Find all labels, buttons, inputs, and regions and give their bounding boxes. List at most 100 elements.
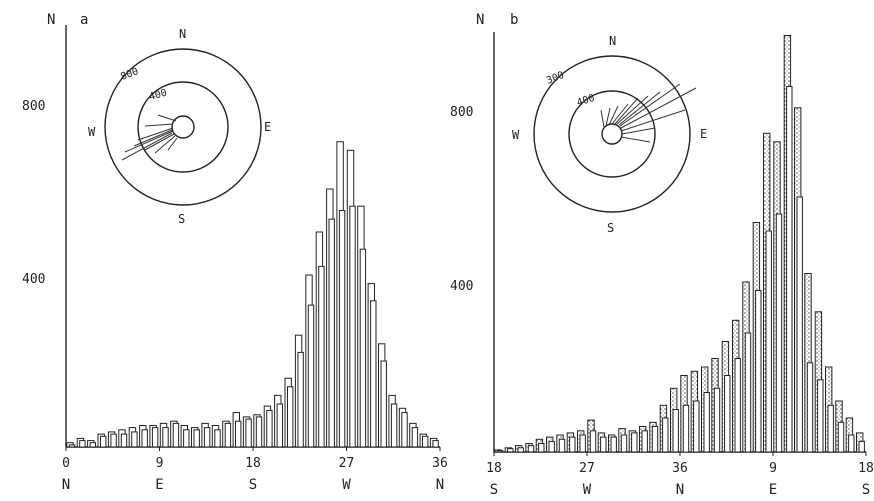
bar: [120, 433, 128, 448]
bar: [380, 360, 387, 448]
bar: [662, 417, 669, 453]
bar: [775, 213, 783, 453]
x-tick-labels: 0 N 9 E 18 S 27 W 36 N: [62, 447, 448, 493]
bar: [162, 427, 169, 448]
bar: [432, 440, 439, 448]
bar: [370, 300, 377, 448]
x-direction-label: E: [769, 482, 777, 498]
bar: [765, 230, 772, 453]
x-tick-label: 0: [62, 456, 70, 471]
bar: [682, 404, 690, 453]
bar: [817, 379, 824, 453]
compass-north: N: [609, 34, 616, 48]
bar: [827, 404, 834, 453]
x-direction-label: W: [342, 477, 351, 493]
bar: [724, 375, 731, 453]
x-direction-label: S: [862, 482, 870, 498]
x-direction-label: N: [62, 477, 70, 493]
bar: [183, 429, 190, 448]
bar: [848, 434, 855, 453]
rose-petals: [121, 114, 178, 161]
bar: [318, 265, 325, 448]
bar: [390, 403, 398, 448]
center-circle: [171, 115, 195, 139]
bar: [538, 443, 545, 453]
y-tick-label: 800: [22, 99, 45, 114]
bar: [713, 387, 721, 453]
x-direction-label: W: [583, 482, 592, 498]
bar: [517, 447, 524, 453]
bar: [68, 444, 76, 448]
bar: [672, 409, 679, 453]
bar: [569, 436, 576, 453]
bar: [110, 433, 117, 448]
bar: [193, 429, 200, 448]
bar: [744, 332, 752, 453]
bar: [806, 362, 814, 453]
bar: [703, 392, 710, 453]
bar: [349, 205, 356, 448]
bar: [276, 403, 284, 448]
x-tick-labels: 18 S 27 W 36 N 9 E 18 S: [486, 452, 874, 498]
bar: [579, 434, 586, 453]
bar: [338, 210, 346, 448]
compass-west: W: [88, 125, 96, 139]
compass-rose: N E S W 300 400: [512, 34, 707, 235]
bar: [589, 430, 597, 453]
x-tick-label: 27: [339, 456, 355, 471]
compass-east: E: [264, 120, 271, 134]
rose-petals: [600, 83, 697, 143]
ring-label: 800: [119, 66, 140, 83]
ring-label: 400: [148, 88, 168, 103]
x-tick-label: 18: [858, 461, 874, 476]
outer-ring: [104, 48, 262, 206]
x-direction-label: N: [436, 477, 444, 493]
compass-rose: N E S W 800 400: [88, 27, 271, 226]
y-axis-label: N: [476, 12, 484, 28]
inner-ring: [568, 90, 656, 178]
ring-label: 300: [545, 70, 566, 87]
bar: [527, 445, 535, 453]
bar: [151, 427, 159, 448]
x-tick-label: 27: [579, 461, 595, 476]
bar: [255, 416, 263, 448]
bar: [131, 431, 138, 448]
bar: [858, 440, 865, 453]
compass-south: S: [178, 212, 185, 226]
compass-north: N: [179, 27, 186, 41]
y-axis-label: N: [47, 12, 55, 28]
x-tick-label: 36: [432, 456, 448, 471]
bar: [631, 432, 638, 453]
bar: [214, 429, 221, 448]
bar: [755, 290, 762, 453]
bar: [496, 450, 504, 453]
bar: [266, 409, 273, 448]
bar: [548, 440, 555, 453]
bar: [651, 426, 659, 453]
x-direction-label: N: [676, 482, 684, 498]
panel-a: N a 400 800 0 N 9 E 18 S 27 W 36 N N E: [22, 12, 448, 493]
bar: [641, 430, 648, 453]
bar: [89, 442, 96, 448]
bar: [328, 218, 335, 448]
compass-south: S: [607, 221, 614, 235]
bar-series: [494, 35, 865, 453]
bar: [307, 304, 315, 448]
y-tick-label: 400: [450, 279, 473, 294]
compass-east: E: [700, 127, 707, 141]
bar: [224, 422, 232, 448]
x-direction-label: S: [490, 482, 498, 498]
bar: [693, 400, 700, 453]
bar: [172, 422, 180, 448]
x-tick-label: 18: [486, 461, 502, 476]
x-direction-label: E: [155, 477, 163, 493]
bar-series: [66, 141, 439, 448]
x-tick-label: 18: [245, 456, 261, 471]
panel-label: a: [80, 12, 88, 28]
compass-west: W: [512, 128, 520, 142]
bar: [297, 351, 304, 448]
bar: [79, 440, 86, 448]
bar: [100, 435, 107, 448]
center-circle: [601, 123, 623, 145]
